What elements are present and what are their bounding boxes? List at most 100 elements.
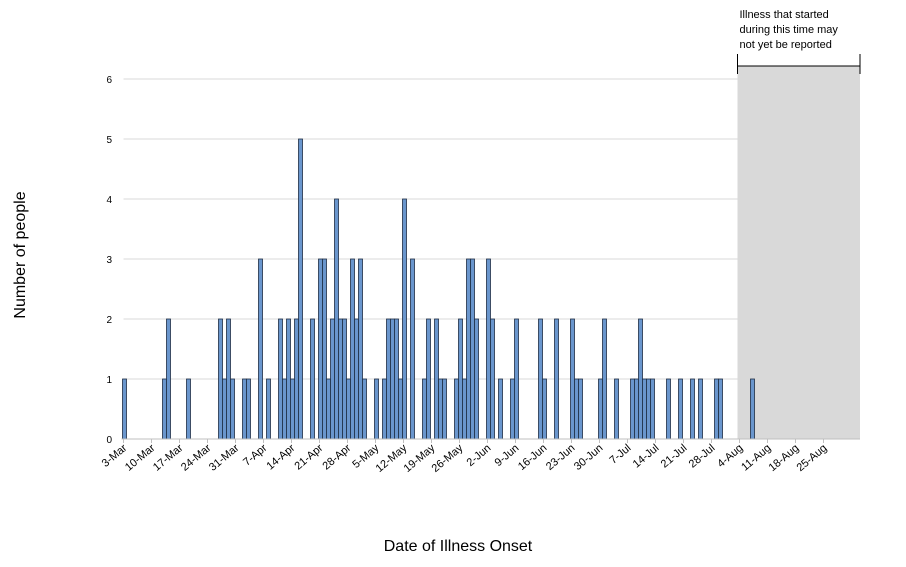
- bar: [554, 318, 559, 440]
- gridlines: [123, 78, 860, 380]
- x-tick-label: 10-Mar: [123, 442, 158, 474]
- bar: [638, 318, 643, 440]
- x-tick-label: 30-Jun: [572, 442, 605, 473]
- x-tick-label: 14-Jul: [631, 442, 662, 470]
- bar: [186, 378, 191, 440]
- y-axis-title: Number of people: [12, 191, 29, 318]
- bar: [574, 378, 579, 440]
- x-tick-label: 23-Jun: [544, 442, 577, 473]
- bar: [282, 378, 287, 440]
- bar: [410, 258, 415, 440]
- bar: [330, 318, 335, 440]
- bar: [614, 378, 619, 440]
- bar: [338, 318, 343, 440]
- x-tick-label: 24-Mar: [179, 442, 214, 474]
- bar: [334, 198, 339, 440]
- bar: [422, 378, 427, 440]
- y-tick-label: 1: [106, 375, 112, 386]
- bar: [466, 258, 471, 440]
- bar: [166, 318, 171, 440]
- bar: [470, 258, 475, 440]
- bar: [514, 318, 519, 440]
- y-tick-label: 4: [106, 195, 112, 206]
- y-tick-label: 2: [106, 315, 112, 326]
- bar: [718, 378, 723, 440]
- x-tick-label: 28-Jul: [687, 442, 718, 470]
- bar: [442, 378, 447, 440]
- bar: [230, 378, 235, 440]
- bar: [242, 378, 247, 440]
- bar: [326, 378, 331, 440]
- bar: [222, 378, 227, 440]
- bar: [382, 378, 387, 440]
- bar: [630, 378, 635, 440]
- bar: [698, 378, 703, 440]
- bar: [498, 378, 503, 440]
- x-tick-label: 21-Jul: [659, 442, 690, 470]
- bar: [318, 258, 323, 440]
- x-tick-label: 26-May: [430, 442, 466, 475]
- bar: [462, 378, 467, 440]
- bar: [386, 318, 391, 440]
- bar: [678, 378, 683, 440]
- bar: [434, 318, 439, 440]
- bar: [458, 318, 463, 440]
- annotation-bracket: [737, 54, 861, 74]
- bar: [354, 318, 359, 440]
- bar: [398, 378, 403, 440]
- bar: [598, 378, 603, 440]
- x-tick-label: 25-Aug: [795, 442, 830, 474]
- bar: [266, 378, 271, 440]
- x-tick-label: 21-Apr: [292, 442, 325, 473]
- bar: [122, 378, 127, 440]
- bar: [290, 378, 295, 440]
- bar: [474, 318, 479, 440]
- x-axis-title: Date of Illness Onset: [384, 538, 533, 555]
- bar: [578, 378, 583, 440]
- x-tick-label: 31-Mar: [207, 442, 242, 474]
- x-tick-label: 2-Jun: [465, 442, 494, 469]
- bar: [542, 378, 547, 440]
- x-tick-label: 18-Aug: [767, 442, 802, 474]
- bar: [294, 318, 299, 440]
- bar: [362, 378, 367, 440]
- bar: [602, 318, 607, 440]
- bar: [454, 378, 459, 440]
- bar: [690, 378, 695, 440]
- bar: [162, 378, 167, 440]
- reporting-lag-shaded-region: [737, 66, 860, 439]
- x-tick-marks: [123, 439, 824, 443]
- x-tick-label: 17-Mar: [151, 442, 186, 474]
- bar: [666, 378, 671, 440]
- bar: [218, 318, 223, 440]
- bar: [258, 258, 263, 440]
- x-tick-label: 28-Apr: [320, 442, 353, 473]
- bar: [394, 318, 399, 440]
- x-tick-label: 14-Apr: [264, 442, 297, 473]
- bar: [226, 318, 231, 440]
- bar: [402, 198, 407, 440]
- bar: [358, 258, 363, 440]
- bar: [642, 378, 647, 440]
- y-tick-label: 6: [106, 75, 112, 86]
- bar: [634, 378, 639, 440]
- bar: [310, 318, 315, 440]
- annotation-text: Illness that started during this time may…: [740, 9, 839, 51]
- bar: [570, 318, 575, 440]
- bar: [486, 258, 491, 440]
- y-tick-label: 0: [106, 435, 112, 446]
- bar: [246, 378, 251, 440]
- bar: [426, 318, 431, 440]
- x-tick-label: 11-Aug: [739, 442, 773, 473]
- bar: [342, 318, 347, 440]
- bar: [350, 258, 355, 440]
- bar: [714, 378, 719, 440]
- y-tick-label: 3: [106, 255, 112, 266]
- bars: [122, 138, 755, 440]
- bar: [438, 378, 443, 440]
- bar: [298, 138, 303, 440]
- bar: [490, 318, 495, 440]
- bar: [650, 378, 655, 440]
